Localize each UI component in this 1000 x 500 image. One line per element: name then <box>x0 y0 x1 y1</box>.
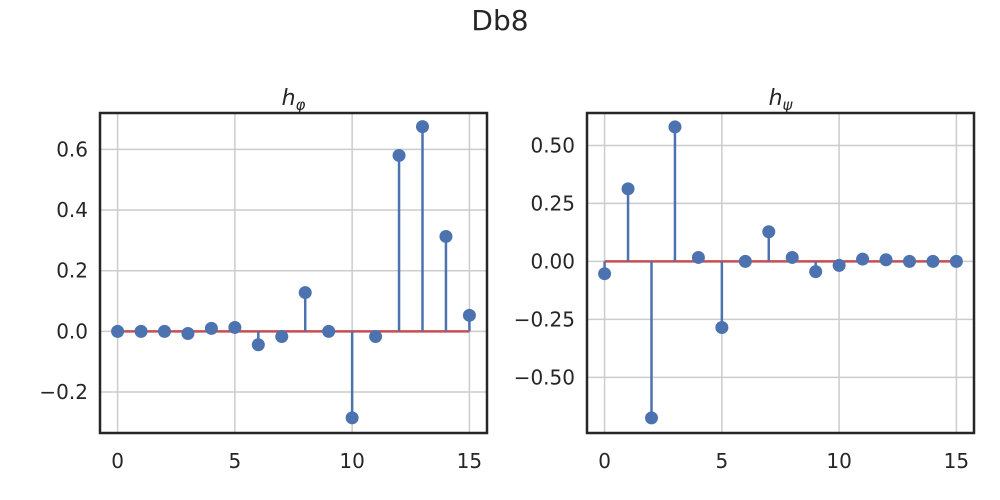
stem-marker <box>762 225 776 239</box>
stem-marker <box>949 254 963 268</box>
y-tick-label: 0.2 <box>56 259 88 283</box>
stem-marker <box>298 286 312 300</box>
y-tick-label: 0.4 <box>56 198 88 222</box>
stem-marker <box>228 320 242 334</box>
stem-marker <box>809 265 823 279</box>
x-tick-label: 0 <box>111 449 124 473</box>
stem-marker <box>204 321 218 335</box>
axes-frame <box>98 111 489 435</box>
subplot-1: 0 5 10 15 −0.2 0.0 0.2 0.4 0.6 hφ <box>39 86 489 473</box>
stem-marker <box>462 308 476 322</box>
stem-marker <box>392 148 406 162</box>
x-tick-label: 5 <box>228 449 241 473</box>
stem-marker <box>785 250 799 264</box>
stem-marker <box>251 338 265 352</box>
y-tick-label: 0.00 <box>530 249 575 273</box>
y-tick-label: −0.50 <box>514 365 575 389</box>
axes-frame <box>585 111 976 435</box>
stem-marker <box>832 258 846 272</box>
x-tick-label: 0 <box>598 449 611 473</box>
subplot-title: hφ <box>282 86 306 114</box>
subplot-title: hψ <box>769 86 794 114</box>
stem-marker <box>903 254 916 268</box>
stem-marker <box>926 254 940 268</box>
stem-marker <box>439 229 453 243</box>
x-tick-label: 15 <box>457 449 482 473</box>
stem-marker <box>345 411 359 425</box>
stem-marker <box>275 330 289 344</box>
y-tick-label: −0.25 <box>514 307 575 331</box>
stem-marker <box>879 253 893 267</box>
stem-marker <box>416 120 429 134</box>
stem-marker <box>856 252 870 266</box>
stem-marker <box>738 254 752 268</box>
stem-marker <box>369 330 383 344</box>
stem-marker <box>691 250 705 264</box>
subplot-2: 0 5 10 15 −0.50 −0.25 0.00 0.25 0.50 hψ <box>514 86 976 473</box>
y-tick-label: 0.25 <box>530 191 575 215</box>
stem-marker <box>322 324 336 338</box>
y-tick-label: 0.6 <box>56 137 88 161</box>
stem-marker <box>158 324 171 338</box>
y-tick-label: 0.0 <box>56 319 88 343</box>
stem-marker <box>715 320 729 334</box>
stem-marker <box>134 324 148 338</box>
figure-title: Db8 <box>471 4 529 37</box>
stem-marker <box>621 182 635 196</box>
stem-marker <box>111 324 125 338</box>
y-tick-label: 0.50 <box>530 133 575 157</box>
y-tick-label: −0.2 <box>39 380 88 404</box>
stem-marker <box>598 267 612 281</box>
x-tick-label: 5 <box>715 449 728 473</box>
stem-marker <box>645 411 658 425</box>
stem-marker <box>181 327 195 341</box>
x-tick-label: 10 <box>339 449 364 473</box>
x-tick-label: 15 <box>944 449 969 473</box>
x-tick-label: 10 <box>826 449 851 473</box>
stem-marker <box>668 120 682 134</box>
